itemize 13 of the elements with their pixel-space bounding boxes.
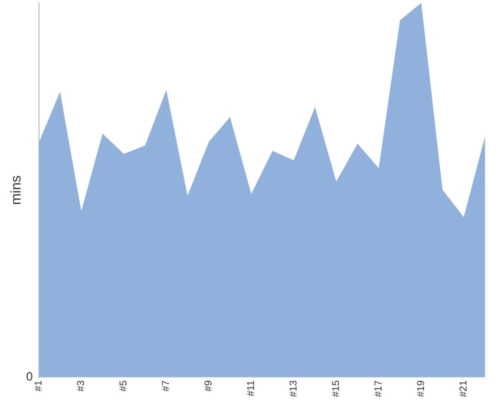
x-tick-label: #21: [458, 380, 470, 398]
x-tick-label: #19: [416, 380, 428, 398]
annotation: 0: [26, 370, 34, 384]
x-tick-label: #17: [374, 380, 385, 398]
x-tick-label: #11: [246, 380, 258, 396]
x-tick-label: #9: [204, 380, 215, 392]
x-tick-label: #13: [288, 380, 300, 398]
x-tick-label: #15: [331, 380, 342, 398]
x-tick-label: #7: [161, 380, 172, 392]
x-tick-label: #1: [34, 380, 45, 392]
y-axis-title: mins: [7, 175, 24, 205]
x-tick-label: #5: [118, 380, 130, 392]
x-tick-label: #3: [76, 380, 88, 392]
